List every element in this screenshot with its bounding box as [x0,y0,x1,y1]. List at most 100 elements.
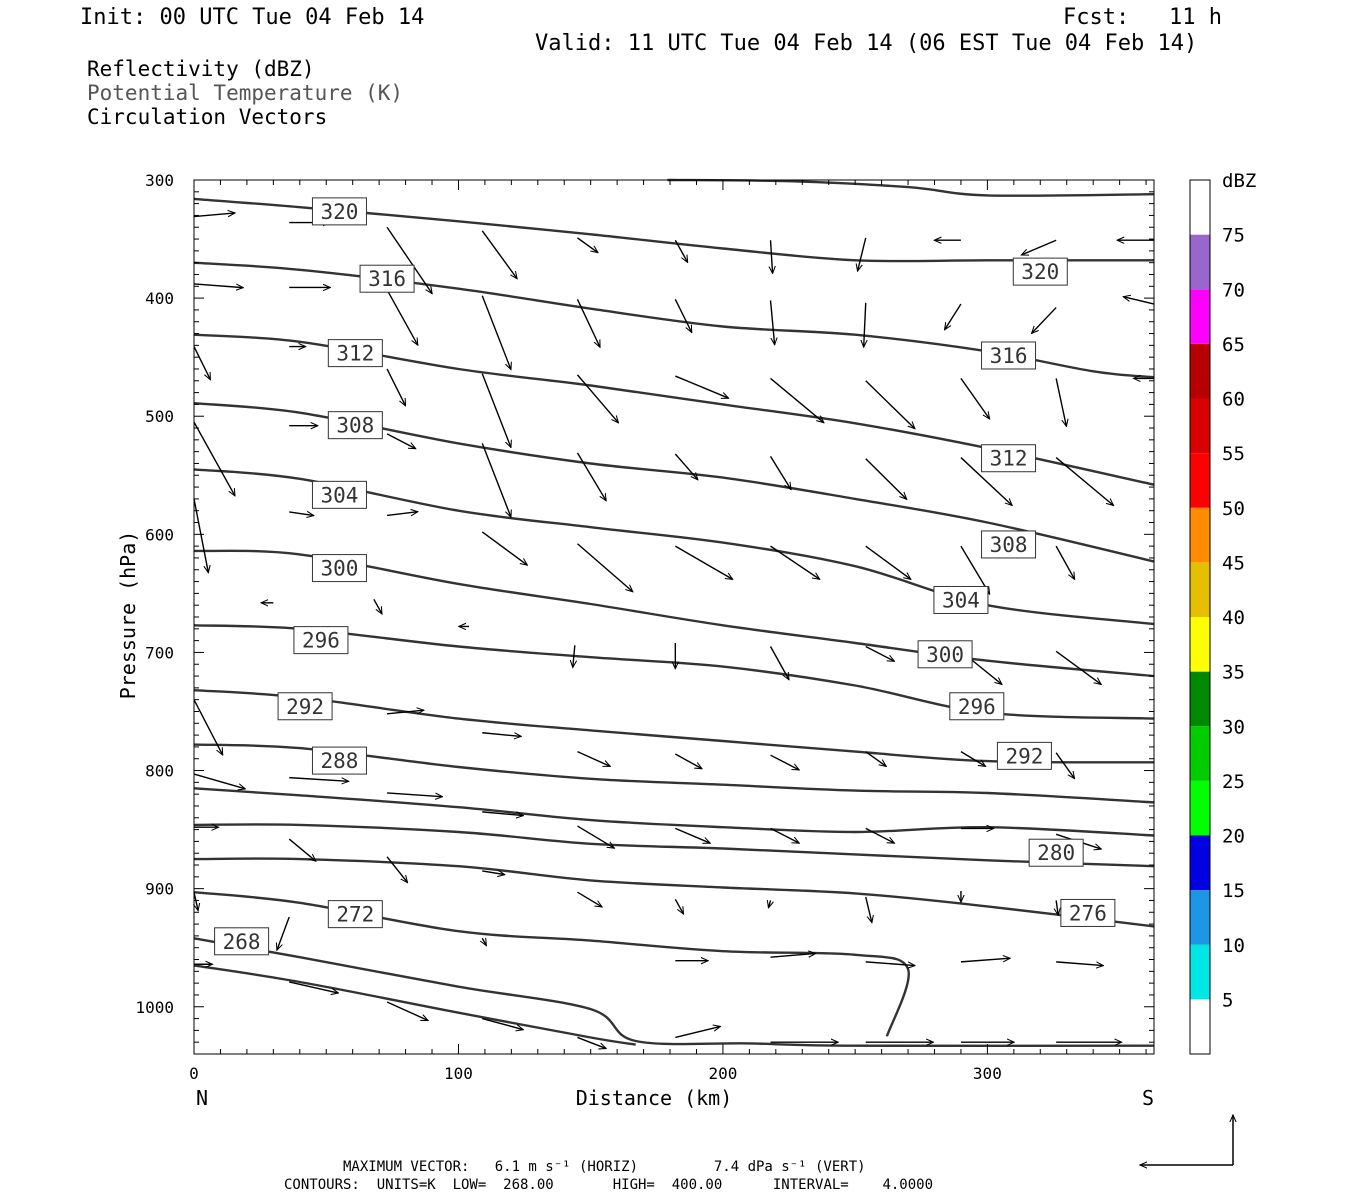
legend-reflectivity: Reflectivity (dBZ) [87,57,315,81]
circulation-vector [193,699,224,755]
contour-label: 320 [1021,260,1059,284]
circulation-vector [482,938,486,945]
circulation-vector [289,512,314,516]
theta-contour-320 [667,178,1155,197]
contour-label: 300 [926,643,964,667]
circulation-vector [481,531,527,565]
circulation-vector [858,237,867,271]
circulation-vector [577,751,610,768]
x-tick-label: 300 [973,1064,1002,1083]
circulation-vector [386,226,432,293]
circulation-vector [865,545,911,579]
circulation-vector [1055,545,1074,579]
circulation-vector [577,543,632,592]
valid-time: Valid: 11 UTC Tue 04 Feb 14 (06 EST Tue … [535,31,1198,56]
contour-label-box [214,927,270,956]
circulation-vector [769,300,775,344]
circulation-vector [482,732,521,737]
circulation-vector [577,237,598,253]
contour-label: 300 [320,557,358,581]
circulation-vector [386,710,424,715]
circulation-vector [769,456,792,489]
axes-layer: 0 100 200 300 300 400 500 600 700 800 900 1000 Dista… [116,171,1155,1110]
colorbar-segment [1190,671,1210,727]
circulation-vector [1021,239,1057,255]
legend-circulation-vectors: Circulation Vectors [87,105,328,129]
circulation-vector [768,900,770,907]
circulation-vector [576,298,601,347]
contour-label: 312 [990,447,1028,471]
y-tick-label: 300 [145,171,174,190]
circulation-vector [770,754,800,771]
circulation-vector [770,545,820,579]
circulation-vector [387,792,442,797]
circulation-vector [770,377,824,422]
contour-label: 316 [368,267,406,291]
circulation-vector [1055,457,1113,506]
circulation-vector [576,374,618,423]
colorbar-segment [1190,234,1210,290]
colorbar-segment [1190,398,1210,454]
contour-label: 320 [320,200,358,224]
colorbar-segment [1190,289,1210,344]
colorbar-level-label: 75 [1222,225,1245,247]
circulation-vector [675,827,710,843]
colorbar-level-label: 30 [1222,716,1245,738]
circulation-vector [573,645,575,667]
contour-label: 296 [302,629,340,653]
contour-label-box [327,411,383,440]
circulation-vector [386,289,418,345]
colorbar-level-label: 55 [1222,443,1245,465]
circulation-vector [193,421,235,496]
colorbar-segment [1190,726,1210,781]
circulation-vector [1055,752,1074,779]
contour-label-layer: 320 320 316 316 312 312 308 308 304 304 300 300 296 2… [214,197,1116,956]
reference-vector-key [1140,1115,1233,1165]
circulation-vector [674,298,693,332]
footer-max-vector: MAXIMUM VECTOR: 6.1 m s⁻¹ (HORIZ) 7.4 dP… [343,1159,866,1175]
footer-contours: CONTOURS: UNITS=K LOW= 268.00 HIGH= 400.… [284,1177,934,1193]
x-tick-label: 0 [189,1064,199,1083]
contour-label-box [1012,257,1068,286]
colorbar-level-label: 15 [1222,880,1245,902]
circulation-vector [482,811,523,816]
contour-label-box [311,197,367,226]
circulation-vector [675,375,728,398]
forecast-hour: Fcst: 11 h [1063,5,1222,30]
colorbar-segment [1190,507,1210,563]
circulation-vector [945,303,962,330]
y-tick-label: 900 [145,880,174,899]
contour-label: 296 [958,695,996,719]
contour-label: 304 [320,483,358,507]
contour-label: 292 [286,695,324,719]
colorbar-level-label: 5 [1222,989,1233,1011]
contour-label: 272 [336,903,374,927]
contour-label-box [311,480,367,509]
colorbar-segment [1190,780,1210,836]
contour-label: 288 [320,749,358,773]
contour-label: 312 [336,342,374,366]
x-tick-label: 200 [708,1064,737,1083]
circulation-vector [960,958,1010,963]
contour-label-box [981,341,1037,370]
colorbar-level-label: 70 [1222,279,1245,301]
circulation-vector [386,856,408,883]
circulation-vector [674,239,687,262]
x-tick-label: 100 [444,1064,473,1083]
south-label: S [1142,1086,1154,1110]
circulation-vector [577,825,614,848]
contour-label: 268 [223,930,261,954]
circulation-vector [674,753,702,769]
circulation-vector [674,898,683,914]
contour-label-box [277,692,333,721]
colorbar-level-label: 20 [1222,826,1245,848]
theta-contour-264 [193,964,636,1046]
y-tick-label: 700 [145,643,174,662]
contour-label-box [981,530,1037,559]
colorbar-level-label: 50 [1222,498,1245,520]
colorbar-segment [1190,180,1210,235]
colorbar-segment [1190,617,1210,672]
circulation-vector [960,751,986,767]
colorbar-level-label: 10 [1222,935,1245,957]
